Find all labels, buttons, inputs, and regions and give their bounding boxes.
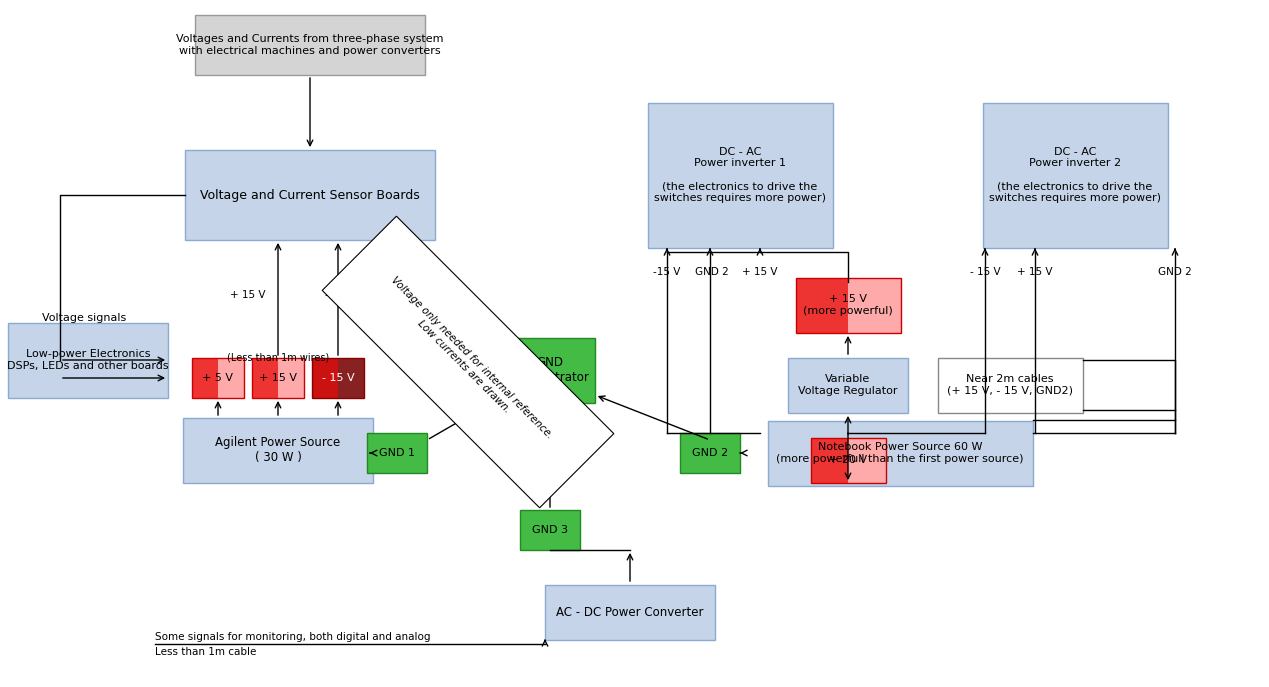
Text: Less than 1m cable: Less than 1m cable [155,647,256,657]
Bar [218,358,244,398]
Bar [982,102,1167,247]
Bar [253,358,305,398]
Bar [811,438,886,482]
Bar [338,358,364,398]
Text: Notebook Power Source 60 W
(more powerfull than the first power source): Notebook Power Source 60 W (more powerfu… [777,442,1024,464]
Bar [520,510,580,550]
Bar [367,433,426,473]
Text: DC - AC
Power inverter 1

(the electronics to drive the
switches requires more p: DC - AC Power inverter 1 (the electronic… [654,147,826,203]
Bar [788,357,909,412]
Text: - 15 V: - 15 V [321,373,354,383]
Text: Voltage and Current Sensor Boards: Voltage and Current Sensor Boards [201,188,420,201]
Text: Voltages and Currents from three-phase system
with electrical machines and power: Voltages and Currents from three-phase s… [176,34,444,56]
Bar [848,278,901,333]
Bar [848,438,886,482]
Bar [768,420,1033,486]
Text: (Less than 1m wires): (Less than 1m wires) [227,352,329,362]
Bar [796,278,848,333]
Bar [278,358,305,398]
Text: - 15 V: - 15 V [325,290,355,300]
Bar [192,358,244,398]
Bar [312,358,364,398]
Text: Voltage signals: Voltage signals [42,313,126,323]
Text: + 15 V: + 15 V [259,373,297,383]
Text: Variable
Voltage Regulator: Variable Voltage Regulator [798,374,897,396]
Bar [185,150,435,240]
Text: - 15 V: - 15 V [970,267,1000,277]
Text: DC - AC
Power inverter 2

(the electronics to drive the
switches requires more p: DC - AC Power inverter 2 (the electronic… [989,147,1161,203]
Bar [8,322,168,398]
Text: + 15 V: + 15 V [742,267,778,277]
Bar [195,15,425,75]
Text: + 5 V: + 5 V [203,373,233,383]
Text: GND 2: GND 2 [692,448,728,458]
Text: Low-power Electronics
DSPs, LEDs and other boards: Low-power Electronics DSPs, LEDs and oth… [8,349,169,371]
Text: + 15 V
(more powerful): + 15 V (more powerful) [803,294,893,316]
Bar [811,438,848,482]
Text: GND 3: GND 3 [532,525,569,535]
Text: GND
Concentrator: GND Concentrator [511,356,589,384]
Bar [312,358,338,398]
Text: -15 V: -15 V [654,267,680,277]
Bar [680,433,740,473]
Text: + 15 V: + 15 V [230,290,265,300]
Text: Agilent Power Source
( 30 W ): Agilent Power Source ( 30 W ) [216,436,340,464]
Text: Near 2m cables
(+ 15 V, - 15 V, GND2): Near 2m cables (+ 15 V, - 15 V, GND2) [947,374,1074,396]
Text: + 15 V: + 15 V [1018,267,1053,277]
Bar [192,358,218,398]
Bar [505,337,595,403]
Text: GND 2: GND 2 [695,267,728,277]
Text: Voltage only needed for internal reference.
Low currents are drawn.: Voltage only needed for internal referen… [381,275,555,449]
Bar [183,418,373,482]
Bar [796,278,901,333]
Text: Some signals for monitoring, both digital and analog: Some signals for monitoring, both digita… [155,632,430,642]
Bar [544,585,714,640]
Text: + 20 V: + 20 V [829,455,867,465]
Text: GND 1: GND 1 [379,448,415,458]
Bar [938,357,1082,412]
Bar [253,358,278,398]
Text: GND 2: GND 2 [1159,267,1192,277]
Text: AC - DC Power Converter: AC - DC Power Converter [556,605,704,618]
Bar [647,102,832,247]
